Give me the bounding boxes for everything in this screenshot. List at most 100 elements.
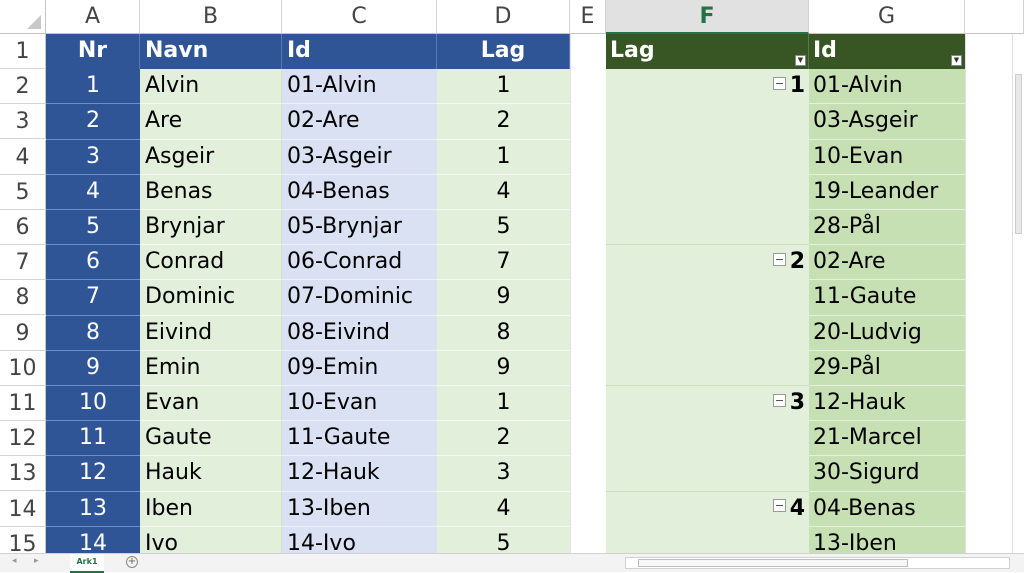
column-header-d[interactable]: D [437, 0, 570, 34]
table-cell-navn[interactable]: Brynjar [140, 210, 282, 246]
table-cell-nr[interactable]: 11 [46, 421, 140, 457]
minus-box-icon[interactable] [772, 499, 786, 513]
row-header-2[interactable]: 2 [0, 69, 46, 105]
pivot-id-cell[interactable]: 04-Benas [809, 491, 965, 527]
table-cell-id[interactable]: 03-Asgeir [282, 139, 437, 175]
table-cell-lag[interactable]: 5 [437, 210, 570, 246]
table-cell-lag[interactable]: 2 [437, 104, 570, 140]
minus-box-icon[interactable] [772, 76, 786, 90]
table-cell-nr[interactable]: 1 [46, 69, 140, 105]
pivot-group-1[interactable]: 1 [606, 69, 809, 246]
table-cell-navn[interactable]: Asgeir [140, 139, 282, 175]
table-cell-nr[interactable]: 14 [46, 526, 140, 553]
table-cell-nr[interactable]: 12 [46, 456, 140, 492]
table-cell-navn[interactable]: Evan [140, 386, 282, 422]
table-cell-nr[interactable]: 6 [46, 245, 140, 281]
row-header-13[interactable]: 13 [0, 456, 46, 492]
pivot-id-cell[interactable]: 01-Alvin [809, 69, 965, 105]
horizontal-scroll-thumb[interactable] [638, 559, 908, 567]
table-cell-navn[interactable]: Conrad [140, 245, 282, 281]
table-cell-id[interactable]: 06-Conrad [282, 245, 437, 281]
row-header-7[interactable]: 7 [0, 245, 46, 281]
table-cell-nr[interactable]: 7 [46, 280, 140, 316]
table-cell-lag[interactable]: 1 [437, 69, 570, 105]
table-cell-lag[interactable]: 4 [437, 174, 570, 210]
table-cell-lag[interactable]: 4 [437, 491, 570, 527]
table-cell-lag[interactable]: 3 [437, 456, 570, 492]
table-header-id[interactable]: Id [282, 34, 437, 69]
table-cell-navn[interactable]: Benas [140, 174, 282, 210]
table-cell-lag[interactable]: 7 [437, 245, 570, 281]
horizontal-scrollbar[interactable] [625, 557, 1010, 569]
row-header-12[interactable]: 12 [0, 421, 46, 457]
table-cell-nr[interactable]: 3 [46, 139, 140, 175]
row-header-4[interactable]: 4 [0, 139, 46, 175]
table-cell-lag[interactable]: 9 [437, 280, 570, 316]
table-header-navn[interactable]: Navn [140, 34, 282, 69]
pivot-id-cell[interactable]: 03-Asgeir [809, 104, 965, 140]
table-cell-nr[interactable]: 5 [46, 210, 140, 246]
table-cell-nr[interactable]: 2 [46, 104, 140, 140]
pivot-id-cell[interactable]: 12-Hauk [809, 386, 965, 422]
row-header-9[interactable]: 9 [0, 315, 46, 351]
table-cell-lag[interactable]: 9 [437, 350, 570, 386]
spreadsheet-grid[interactable]: A B C D E F G 1 2 3 4 5 6 7 8 9 10 11 12 13 14 15 Nr Navn Id Lag 1… [0, 0, 1024, 553]
pivot-group-2[interactable]: 2 [606, 245, 809, 386]
table-cell-id[interactable]: 10-Evan [282, 386, 437, 422]
row-header-15[interactable]: 15 [0, 526, 46, 553]
table-cell-navn[interactable]: Iben [140, 491, 282, 527]
pivot-id-cell[interactable]: 30-Sigurd [809, 456, 965, 492]
column-header-g[interactable]: G [809, 0, 965, 34]
table-cell-id[interactable]: 02-Are [282, 104, 437, 140]
table-cell-lag[interactable]: 8 [437, 315, 570, 351]
table-cell-nr[interactable]: 10 [46, 386, 140, 422]
pivot-id-cell[interactable]: 13-Iben [809, 526, 965, 553]
sheet-nav-next-icon[interactable]: ▸ [34, 556, 39, 566]
table-cell-navn[interactable]: Are [140, 104, 282, 140]
dropdown-arrow-icon[interactable]: ▼ [795, 55, 806, 66]
row-header-8[interactable]: 8 [0, 280, 46, 316]
pivot-id-cell[interactable]: 10-Evan [809, 139, 965, 175]
minus-box-icon[interactable] [772, 393, 786, 407]
table-cell-navn[interactable]: Eivind [140, 315, 282, 351]
table-cell-lag[interactable]: 1 [437, 386, 570, 422]
column-header-a[interactable]: A [46, 0, 140, 34]
pivot-group-3[interactable]: 3 [606, 386, 809, 492]
table-cell-nr[interactable]: 4 [46, 174, 140, 210]
table-cell-navn[interactable]: Alvin [140, 69, 282, 105]
table-cell-id[interactable]: 13-Iben [282, 491, 437, 527]
table-cell-nr[interactable]: 8 [46, 315, 140, 351]
table-header-nr[interactable]: Nr [46, 34, 140, 69]
pivot-header-id[interactable]: Id [809, 34, 965, 69]
table-cell-id[interactable]: 11-Gaute [282, 421, 437, 457]
table-cell-navn[interactable]: Hauk [140, 456, 282, 492]
table-cell-id[interactable]: 08-Eivind [282, 315, 437, 351]
column-header-f[interactable]: F [606, 0, 809, 34]
table-cell-id[interactable]: 04-Benas [282, 174, 437, 210]
row-header-11[interactable]: 11 [0, 386, 46, 421]
table-cell-lag[interactable]: 5 [437, 526, 570, 553]
column-header-c[interactable]: C [282, 0, 437, 34]
row-header-10[interactable]: 10 [0, 350, 46, 386]
column-header-e[interactable]: E [570, 0, 606, 34]
pivot-id-cell[interactable]: 28-Pål [809, 210, 965, 246]
table-header-lag[interactable]: Lag [437, 34, 570, 69]
pivot-id-cell[interactable]: 19-Leander [809, 174, 965, 210]
vertical-scrollbar[interactable] [1012, 34, 1024, 553]
dropdown-arrow-icon[interactable]: ▼ [951, 55, 962, 66]
table-cell-id[interactable]: 12-Hauk [282, 456, 437, 492]
table-cell-navn[interactable]: Dominic [140, 280, 282, 316]
row-header-3[interactable]: 3 [0, 104, 46, 140]
pivot-id-cell[interactable]: 20-Ludvig [809, 315, 965, 351]
pivot-id-cell[interactable]: 21-Marcel [809, 421, 965, 457]
row-header-14[interactable]: 14 [0, 491, 46, 527]
table-cell-id[interactable]: 14-Ivo [282, 526, 437, 553]
pivot-header-lag[interactable]: Lag [606, 34, 809, 69]
pivot-id-cell[interactable]: 11-Gaute [809, 280, 965, 316]
minus-box-icon[interactable] [772, 252, 786, 266]
sheet-nav-prev-icon[interactable]: ◂ [12, 556, 17, 566]
table-cell-navn[interactable]: Gaute [140, 421, 282, 457]
table-cell-navn[interactable]: Emin [140, 350, 282, 386]
table-cell-id[interactable]: 07-Dominic [282, 280, 437, 316]
row-header-6[interactable]: 6 [0, 210, 46, 245]
